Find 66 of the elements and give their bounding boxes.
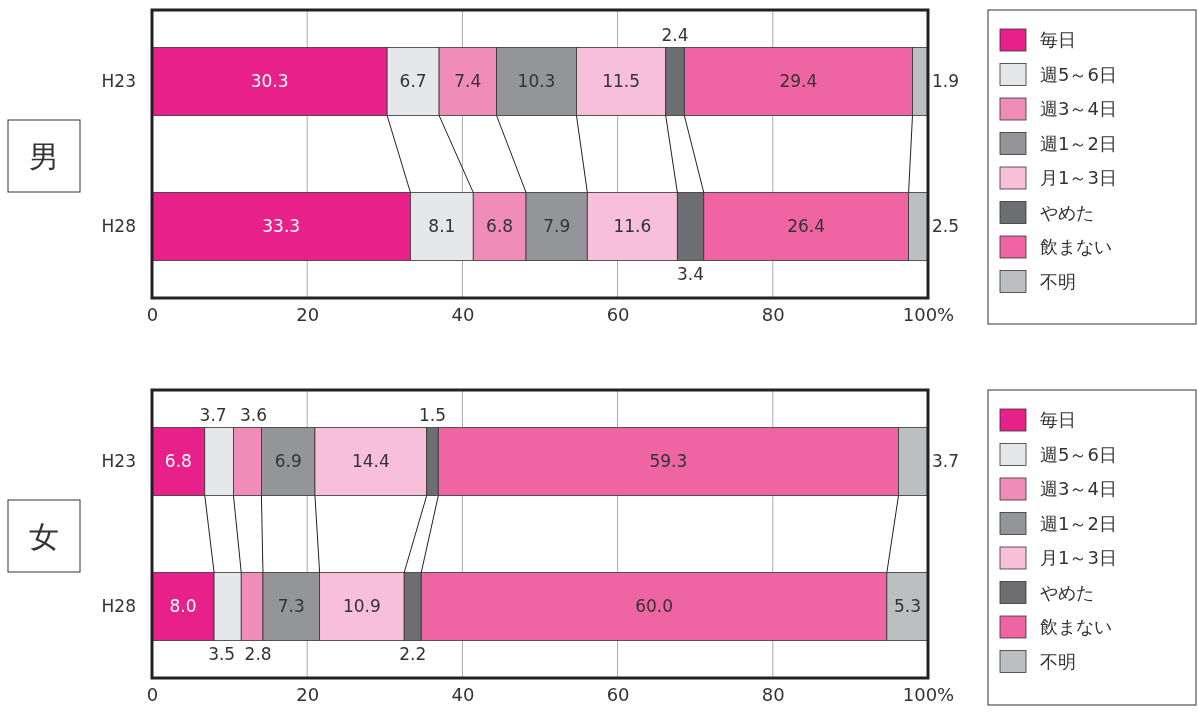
y-tick-label: H28 xyxy=(101,215,136,236)
data-label: 33.3 xyxy=(262,216,301,237)
legend-label: 週5～6日 xyxy=(1040,63,1117,85)
legend-label: 月1～3日 xyxy=(1040,547,1117,569)
legend-label: 毎日 xyxy=(1040,29,1076,51)
data-label: 3.4 xyxy=(677,264,705,285)
data-label: 29.4 xyxy=(779,71,818,92)
data-label: 10.3 xyxy=(517,71,556,92)
data-label: 2.5 xyxy=(932,216,960,237)
text: 女 xyxy=(29,518,59,554)
legend-label: 週1～2日 xyxy=(1040,512,1117,534)
legend-label: 飲まない xyxy=(1040,236,1112,258)
data-label: 26.4 xyxy=(787,216,826,237)
x-tick-label: 60 xyxy=(606,683,630,705)
text: 男 xyxy=(29,138,59,174)
x-tick-label: 0 xyxy=(146,683,159,705)
legend-label: やめた xyxy=(1040,581,1094,603)
legend-label: 不明 xyxy=(1040,270,1076,292)
y-tick-label: H23 xyxy=(101,70,136,91)
legend-label: 週1～2日 xyxy=(1040,132,1117,154)
x-tick-label: 20 xyxy=(296,683,320,705)
y-tick-label: H23 xyxy=(101,450,136,471)
data-label: 1.9 xyxy=(932,71,960,92)
data-label: 60.0 xyxy=(635,596,673,617)
data-label: 7.3 xyxy=(277,596,305,617)
x-tick-label: 60 xyxy=(606,303,630,325)
data-label: 3.5 xyxy=(208,644,236,665)
data-label: 6.8 xyxy=(164,451,192,472)
x-tick-label: 100% xyxy=(902,303,955,325)
x-tick-label: 80 xyxy=(761,303,785,325)
data-label: 10.9 xyxy=(342,596,381,617)
data-label: 6.9 xyxy=(274,451,302,472)
data-label: 3.6 xyxy=(239,405,267,426)
x-tick-label: 40 xyxy=(451,683,475,705)
x-tick-label: 80 xyxy=(761,683,785,705)
legend-label: 不明 xyxy=(1040,650,1076,672)
y-tick-label: H28 xyxy=(101,595,136,616)
data-label: 11.6 xyxy=(613,216,652,237)
data-label: 8.1 xyxy=(428,216,456,237)
x-tick-label: 20 xyxy=(296,303,320,325)
data-label: 8.0 xyxy=(169,596,197,617)
data-label: 5.3 xyxy=(893,596,921,617)
x-tick-label: 0 xyxy=(146,303,159,325)
data-label: 2.2 xyxy=(399,644,427,665)
x-tick-label: 40 xyxy=(451,303,475,325)
data-label: 1.5 xyxy=(419,405,447,426)
data-label: 6.7 xyxy=(399,71,427,92)
legend-label: 週5～6日 xyxy=(1040,443,1117,465)
data-label: 7.9 xyxy=(543,216,571,237)
data-label: 2.4 xyxy=(661,25,689,46)
data-label: 3.7 xyxy=(199,405,227,426)
x-tick-label: 100% xyxy=(902,683,955,705)
data-label: 7.4 xyxy=(454,71,482,92)
legend-label: 週3～4日 xyxy=(1040,98,1117,120)
data-label: 3.7 xyxy=(932,451,960,472)
data-label: 11.5 xyxy=(602,71,641,92)
data-label: 2.8 xyxy=(244,644,272,665)
data-label: 59.3 xyxy=(649,451,688,472)
legend-label: 毎日 xyxy=(1040,409,1076,431)
legend-label: やめた xyxy=(1040,201,1094,223)
data-label: 14.4 xyxy=(351,451,390,472)
legend-label: 飲まない xyxy=(1040,616,1112,638)
legend-label: 月1～3日 xyxy=(1040,167,1117,189)
legend-label: 週3～4日 xyxy=(1040,478,1117,500)
data-label: 6.8 xyxy=(486,216,514,237)
data-label: 30.3 xyxy=(250,71,289,92)
